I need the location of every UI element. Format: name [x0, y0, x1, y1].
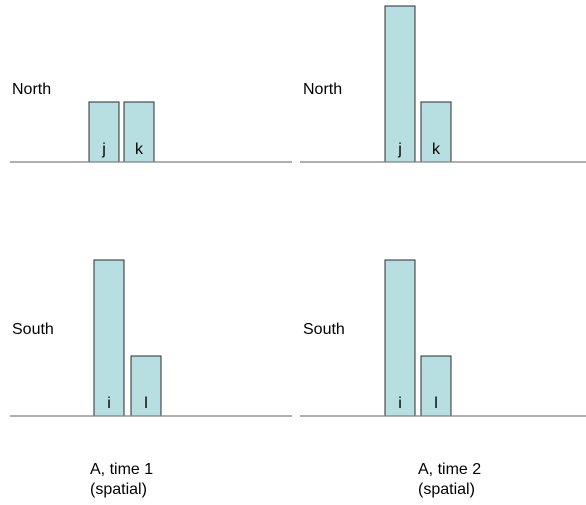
caption-time-2: A, time 2 (spatial) [418, 460, 481, 500]
region-label: North [12, 81, 51, 98]
bar-label-k: k [135, 141, 144, 158]
bar-i [384, 259, 416, 417]
bar-i [93, 259, 125, 417]
bar-label-j: j [101, 141, 106, 158]
panel-2: North j k [300, 5, 586, 163]
bar-k [123, 101, 155, 163]
bar-label-l: l [434, 395, 438, 412]
caption-time-2-line1: A, time 2 [418, 461, 482, 478]
caption-time-1: A, time 1 (spatial) [90, 460, 153, 500]
bar-label-l: l [144, 395, 148, 412]
panel-1: North j k [10, 81, 292, 163]
caption-time-1-line1: A, time 1 [90, 461, 154, 478]
bar-label-k: k [432, 141, 441, 158]
region-label: South [12, 321, 54, 338]
region-label: North [303, 81, 342, 98]
bar-l [130, 355, 162, 417]
bar-label-j: j [397, 141, 402, 158]
caption-time-1-line2: (spatial) [90, 481, 147, 498]
bar-label-i: i [398, 395, 402, 412]
bar-j [88, 101, 120, 163]
bar-j [384, 5, 416, 163]
panel-4: South i l [300, 259, 586, 417]
region-label: South [303, 321, 345, 338]
caption-time-2-line2: (spatial) [418, 481, 475, 498]
panel-3: South i l [10, 259, 292, 417]
bar-label-i: i [107, 395, 111, 412]
